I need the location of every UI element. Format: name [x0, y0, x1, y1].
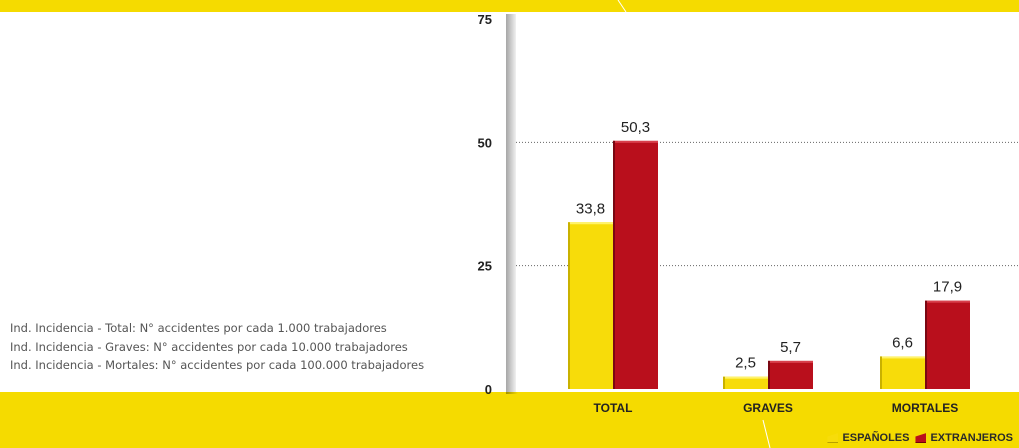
bar-extranjeros-graves: [768, 360, 813, 389]
banner-divider-bottom: [762, 419, 771, 448]
bars: [568, 140, 970, 389]
legend-swatch-extranjeros: [915, 433, 927, 443]
banner-divider-top: [617, 0, 627, 13]
bar-edge: [768, 360, 770, 389]
y-tick-label: 0: [485, 382, 492, 397]
bar-edge: [568, 222, 570, 389]
y-tick-label: 25: [478, 259, 492, 274]
bar-edge: [925, 300, 927, 389]
notes: Ind. Incidencia - Total: N° accidentes p…: [10, 319, 424, 375]
labels: 0 25 50 75 33,8 2,5 6,6 50,3 5,7 17,9 TOTAL GRAVES M…: [478, 12, 963, 415]
y-tick-label: 75: [478, 12, 492, 27]
legend-label-extranjeros: EXTRANJEROS: [930, 432, 1013, 444]
plot-shadow: [506, 14, 518, 394]
legend-item-extranjeros: EXTRANJEROS: [915, 432, 1013, 444]
x-tick-label: GRAVES: [743, 401, 793, 415]
bar-edge: [613, 140, 615, 389]
legend: ESPAÑOLES EXTRANJEROS: [821, 432, 1013, 444]
bar-highlight: [925, 300, 970, 303]
bar-extranjeros-mortales: [925, 300, 970, 389]
note-mortales: Ind. Incidencia - Mortales: N° accidente…: [10, 358, 425, 372]
data-label: 33,8: [576, 200, 605, 217]
note-graves: Ind. Incidencia - Graves: N° accidentes …: [10, 339, 408, 354]
top-banner: [0, 0, 1019, 12]
x-tick-label: TOTAL: [594, 401, 633, 415]
y-tick-label: 50: [478, 135, 492, 150]
data-label: 5,7: [780, 339, 801, 356]
legend-label-espanoles: ESPAÑOLES: [842, 432, 910, 444]
bar-espanoles-mortales: [880, 356, 925, 389]
data-label: 2,5: [735, 355, 756, 372]
bar-edge: [880, 356, 882, 389]
bar-highlight: [768, 360, 813, 363]
bar-highlight: [613, 140, 658, 143]
data-label: 6,6: [892, 334, 913, 351]
bottom-banner: [0, 392, 1019, 448]
bar-highlight: [880, 356, 925, 359]
bar-extranjeros-total: [613, 140, 658, 389]
legend-swatch-espanoles: [827, 433, 839, 443]
bar-highlight: [723, 376, 768, 379]
bar-espanoles-total: [568, 222, 613, 389]
bar-edge: [723, 376, 725, 389]
bar-highlight: [568, 222, 613, 225]
data-label: 50,3: [621, 119, 650, 136]
legend-item-espanoles: ESPAÑOLES: [827, 432, 909, 444]
bar-espanoles-graves: [723, 376, 768, 389]
data-label: 17,9: [933, 279, 962, 296]
x-tick-label: MORTALES: [892, 401, 958, 415]
note-total: Ind. Incidencia - Total: N° accidentes p…: [10, 321, 387, 335]
